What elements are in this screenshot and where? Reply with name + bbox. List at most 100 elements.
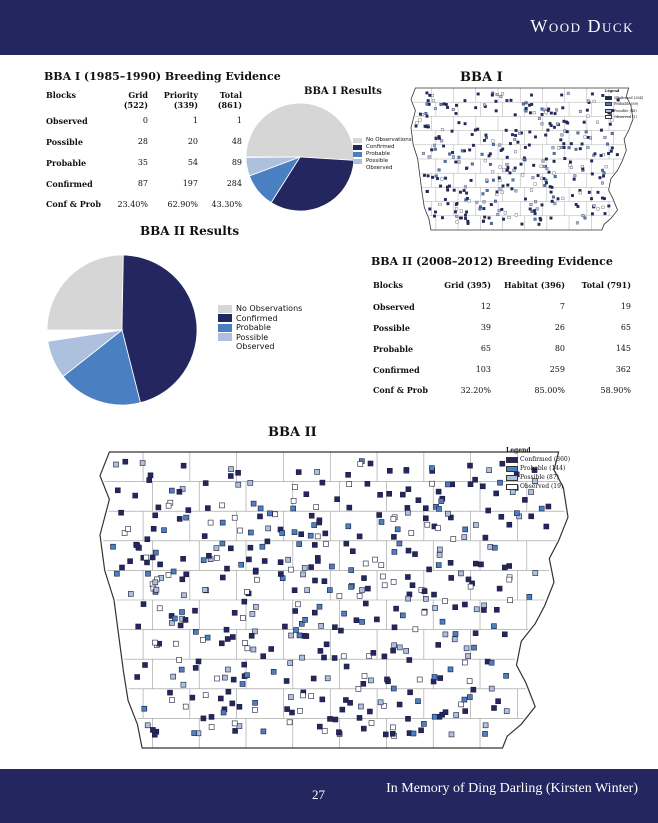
block-marker — [152, 549, 159, 556]
block-marker — [220, 709, 227, 716]
block-marker — [312, 609, 318, 616]
block-marker — [462, 708, 469, 714]
block-marker — [471, 143, 475, 147]
block-marker — [580, 142, 584, 146]
block-marker — [485, 136, 488, 140]
block-marker — [219, 502, 225, 509]
block-marker — [250, 500, 257, 507]
block-marker — [491, 178, 495, 182]
block-marker — [452, 631, 459, 637]
block-marker — [435, 488, 442, 495]
block-marker — [487, 216, 491, 220]
block-marker — [183, 514, 189, 521]
block-marker — [310, 675, 317, 682]
block-marker — [399, 491, 406, 498]
block-marker — [552, 171, 556, 175]
block-marker — [500, 190, 504, 194]
block-marker — [482, 138, 486, 142]
block-marker — [231, 610, 238, 616]
block-marker — [461, 659, 468, 666]
block-marker — [200, 557, 207, 563]
block-marker — [180, 462, 187, 469]
block-marker — [241, 598, 248, 605]
block-marker — [247, 480, 254, 486]
legend-label: Observed — [366, 165, 393, 171]
block-marker — [551, 146, 555, 150]
block-marker — [176, 488, 183, 495]
block-marker — [463, 645, 470, 652]
block-marker — [393, 605, 399, 612]
block-marker — [425, 189, 429, 193]
block-marker — [205, 505, 211, 511]
legend-item: Observed — [218, 342, 302, 352]
block-marker — [182, 703, 189, 710]
block-marker — [501, 147, 505, 151]
block-marker — [110, 543, 116, 550]
block-marker — [509, 98, 513, 102]
block-marker — [155, 504, 162, 511]
block-marker — [381, 653, 388, 660]
table-header-row: Blocks Grid (395) Habitat (396) Total (791) — [371, 280, 633, 302]
block-marker — [267, 510, 273, 517]
legend-swatch — [353, 166, 362, 171]
block-marker — [180, 556, 186, 562]
block-marker — [113, 461, 119, 468]
block-marker — [244, 645, 251, 652]
block-marker — [278, 571, 284, 577]
block-marker — [416, 676, 423, 683]
block-marker — [544, 157, 548, 161]
block-marker — [316, 519, 322, 526]
block-marker — [287, 660, 293, 666]
block-marker — [150, 727, 156, 733]
block-marker — [485, 178, 489, 182]
block-marker — [545, 503, 552, 510]
block-marker — [590, 92, 594, 96]
block-marker — [122, 458, 129, 465]
block-marker — [581, 214, 585, 218]
column-header-label: Blocks — [46, 90, 77, 100]
block-marker — [440, 177, 444, 181]
block-marker — [561, 106, 565, 110]
block-marker — [147, 472, 154, 479]
block-marker — [464, 216, 468, 220]
block-marker — [368, 677, 374, 684]
block-marker — [265, 525, 271, 532]
map-legend-swatch — [605, 115, 612, 120]
block-marker — [391, 624, 398, 631]
block-marker — [443, 198, 447, 201]
block-marker — [428, 207, 432, 211]
block-marker — [460, 149, 464, 153]
block-marker — [439, 618, 446, 625]
block-marker — [376, 512, 383, 518]
block-marker — [539, 164, 543, 168]
block-marker — [270, 669, 277, 675]
block-marker — [319, 479, 326, 486]
block-marker — [470, 686, 477, 693]
block-marker — [244, 589, 250, 595]
bba2-results-pie-chart — [46, 254, 198, 406]
block-marker — [425, 91, 429, 95]
block-marker — [288, 632, 294, 639]
table-row: Observed 0 1 1 — [44, 116, 244, 137]
block-marker — [540, 113, 544, 116]
block-marker — [493, 490, 500, 497]
block-marker — [494, 109, 498, 113]
bba1-pie-title: BBA I Results — [304, 86, 382, 97]
block-marker — [406, 657, 413, 663]
block-marker — [183, 571, 189, 578]
table-cell: 1 — [192, 116, 198, 125]
map-legend-swatch — [506, 465, 518, 472]
block-marker — [208, 724, 215, 730]
block-marker — [474, 106, 478, 110]
block-marker — [302, 617, 308, 623]
table-cell: 65 — [620, 323, 631, 332]
block-marker — [170, 568, 177, 575]
block-marker — [462, 189, 466, 192]
block-marker — [323, 541, 329, 547]
block-marker — [505, 168, 509, 172]
map-legend-label: Observed (1) — [614, 115, 638, 119]
block-marker — [465, 576, 472, 583]
block-marker — [334, 496, 340, 503]
block-marker — [229, 700, 236, 707]
block-marker — [463, 185, 467, 189]
